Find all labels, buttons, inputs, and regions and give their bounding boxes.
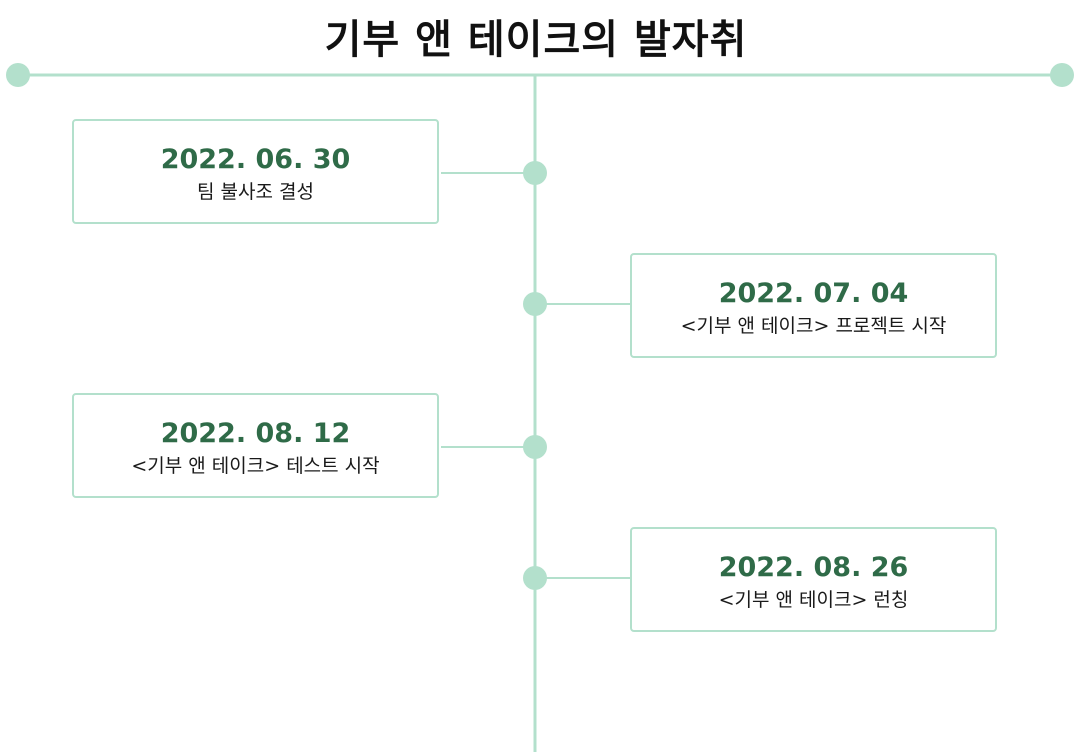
- event-description: <기부 앤 테이크> 런칭: [718, 589, 909, 611]
- event-node-2: [523, 292, 547, 316]
- event-card-1: 2022. 06. 30 팀 불사조 결성: [72, 119, 439, 224]
- event-description: <기부 앤 테이크> 테스트 시작: [131, 455, 380, 477]
- event-date: 2022. 08. 12: [160, 418, 351, 449]
- event-date: 2022. 08. 26: [718, 552, 909, 583]
- event-card-2: 2022. 07. 04 <기부 앤 테이크> 프로젝트 시작: [630, 253, 997, 358]
- event-card-3: 2022. 08. 12 <기부 앤 테이크> 테스트 시작: [72, 393, 439, 498]
- event-date: 2022. 07. 04: [718, 278, 909, 309]
- event-description: <기부 앤 테이크> 프로젝트 시작: [680, 315, 947, 337]
- event-date: 2022. 06. 30: [160, 144, 351, 175]
- event-card-4: 2022. 08. 26 <기부 앤 테이크> 런칭: [630, 527, 997, 632]
- event-description: 팀 불사조 결성: [197, 181, 314, 203]
- event-node-3: [523, 435, 547, 459]
- right-end-node: [1050, 63, 1074, 87]
- event-node-1: [523, 161, 547, 185]
- page-title: 기부 앤 테이크의 발자취: [324, 17, 748, 63]
- left-end-node: [6, 63, 30, 87]
- event-node-4: [523, 566, 547, 590]
